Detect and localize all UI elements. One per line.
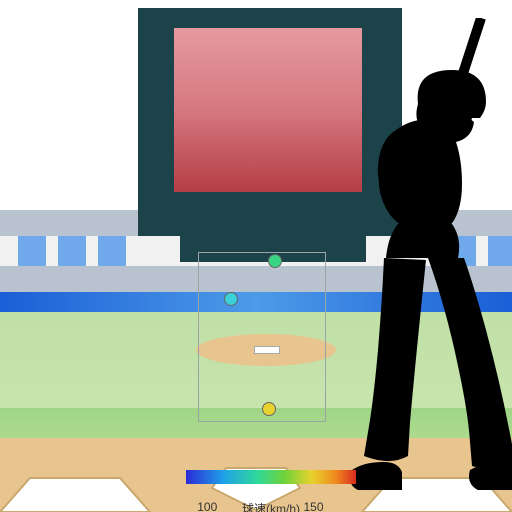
- pitch-location-chart: 100150 球速(km/h): [0, 0, 512, 512]
- legend-tick: 100: [197, 500, 217, 512]
- pitch-marker: [262, 402, 276, 416]
- velocity-legend: 100150 球速(km/h): [186, 470, 356, 512]
- legend-ticks: 100150: [186, 484, 356, 500]
- legend-tick: 150: [303, 500, 323, 512]
- batter-silhouette: [300, 18, 512, 498]
- stand-gate: [18, 236, 46, 266]
- pitch-marker: [268, 254, 282, 268]
- stand-gate: [58, 236, 86, 266]
- pitch-marker: [224, 292, 238, 306]
- stand-gate: [98, 236, 126, 266]
- legend-gradient-bar: [186, 470, 356, 484]
